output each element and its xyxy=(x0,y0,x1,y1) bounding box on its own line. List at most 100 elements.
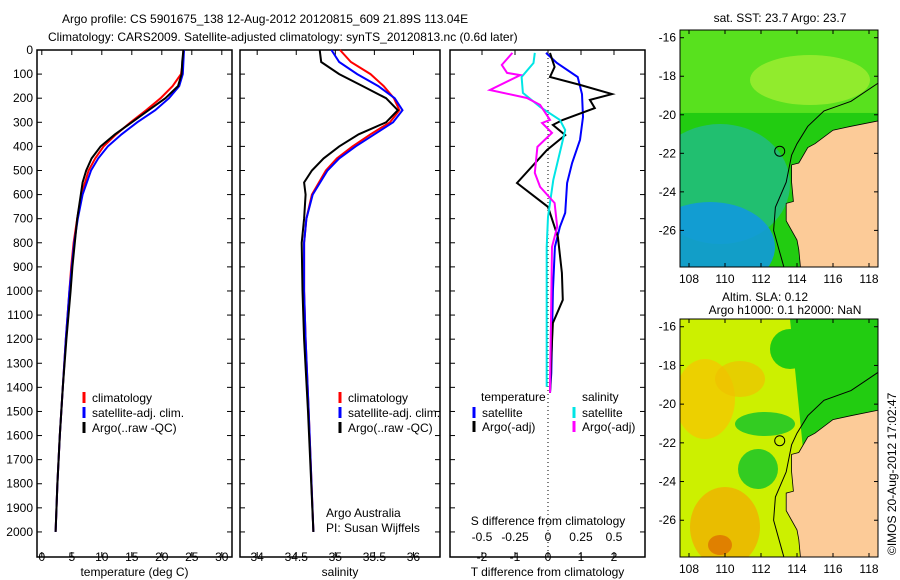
s-axis-label: S difference from climatology xyxy=(471,514,626,528)
y-tick-label: -22 xyxy=(659,146,677,160)
x-tick-label: 1 xyxy=(578,550,585,564)
sst-warm-patch xyxy=(750,55,870,105)
annotation-argo-australia: Argo Australia xyxy=(326,506,401,520)
title-line-1: Argo profile: CS 5901675_138 12-Aug-2012… xyxy=(62,12,468,26)
coastline xyxy=(785,120,878,267)
x-tick-label: 30 xyxy=(215,550,229,564)
y-tick-label: 600 xyxy=(13,188,33,202)
x-tick-label: 5 xyxy=(68,550,75,564)
y-tick-label: 1600 xyxy=(6,429,33,443)
x-axis-label: temperature (deg C) xyxy=(80,565,188,579)
legend-title-salinity: salinity xyxy=(582,390,619,404)
x-tick-label: 10 xyxy=(95,550,109,564)
s-tick-label: 0 xyxy=(545,530,552,544)
s-tick-label: -0.25 xyxy=(501,530,529,544)
x-tick-label: 108 xyxy=(679,562,699,576)
sst-map-title: sat. SST: 23.7 Argo: 23.7 xyxy=(714,11,847,25)
map-frame xyxy=(679,29,879,268)
x-tick-label: -2 xyxy=(477,550,488,564)
isobath-contour xyxy=(773,82,878,267)
map-field xyxy=(680,319,878,557)
series-line-s-argo-adj- xyxy=(486,52,559,393)
y-tick-label: -20 xyxy=(659,108,677,122)
y-tick-label: 400 xyxy=(13,139,33,153)
y-tick-label: 700 xyxy=(13,212,33,226)
x-axis-label: T difference from climatology xyxy=(471,565,625,579)
x-tick-label: 25 xyxy=(185,550,199,564)
y-tick-label: 800 xyxy=(13,236,33,250)
x-tick-label: 0 xyxy=(38,550,45,564)
y-tick-label: 1700 xyxy=(6,453,33,467)
legend-label: climatology xyxy=(348,391,408,405)
y-tick-label: 1800 xyxy=(6,477,33,491)
x-tick-label: 36 xyxy=(407,550,421,564)
x-tick-label: 15 xyxy=(125,550,139,564)
x-tick-label: 35 xyxy=(329,550,343,564)
legend-label: Argo(..raw -QC) xyxy=(348,421,433,435)
y-tick-label: 100 xyxy=(13,67,33,81)
land-australia xyxy=(786,120,878,267)
y-tick-label: -18 xyxy=(659,358,677,372)
y-tick-label: 1100 xyxy=(7,308,33,322)
sla-map-subtitle: Argo h1000: 0.1 h2000: NaN xyxy=(709,303,862,317)
y-tick-label: -16 xyxy=(659,31,677,45)
x-tick-label: -1 xyxy=(510,550,521,564)
argo-position-marker xyxy=(774,145,786,157)
plot-frame xyxy=(36,49,233,558)
series-line-t-satellite xyxy=(545,52,585,393)
series-line-argo-raw-qc- xyxy=(54,49,185,532)
x-tick-label: 2 xyxy=(611,550,618,564)
y-tick-label: -20 xyxy=(659,397,677,411)
legend-label: Argo(-adj) xyxy=(482,420,535,434)
sla-peak xyxy=(708,535,732,555)
x-axis-label: salinity xyxy=(322,565,359,579)
title-line-2: Climatology: CARS2009. Satellite-adjuste… xyxy=(48,30,518,44)
y-tick-label: 1400 xyxy=(6,380,33,394)
y-tick-label: -18 xyxy=(659,69,677,83)
x-tick-label: 116 xyxy=(823,562,842,576)
s-tick-label: 0.25 xyxy=(569,530,593,544)
legend-label: satellite-adj. clim. xyxy=(348,406,440,420)
y-tick-label: 1200 xyxy=(6,332,33,346)
sla_map-panel: 108 110 112 114 116 118 -16 -18 -20 -22 -24 -26 Alti… xyxy=(659,290,879,576)
map-field xyxy=(680,30,878,267)
legend-label: climatology xyxy=(92,391,152,405)
legend-title-temperature: temperature xyxy=(481,390,546,404)
series-line-t-argo-adj- xyxy=(515,52,616,393)
y-tick-label: 1300 xyxy=(6,356,33,370)
y-tick-label: 500 xyxy=(13,163,33,177)
legend-label: satellite xyxy=(482,406,523,420)
x-tick-label: 108 xyxy=(679,272,699,286)
sst-cold-area xyxy=(680,202,775,267)
y-tick-label: 1900 xyxy=(6,501,33,515)
sla-map-title: Altim. SLA: 0.12 xyxy=(722,290,808,304)
difference-panel: -2 -1 0 1 2T difference from climatology -0.5… xyxy=(449,49,646,579)
sla-low xyxy=(735,412,795,436)
sla-high xyxy=(690,487,760,557)
legend-label: satellite-adj. clim. xyxy=(92,406,184,420)
y-tick-label: -24 xyxy=(659,185,677,199)
imos-credit: ©IMOS 20-Aug-2012 17:02:47 xyxy=(885,392,899,555)
x-tick-label: 118 xyxy=(859,272,878,286)
plot-frame xyxy=(239,49,441,558)
y-tick-label: -26 xyxy=(659,513,677,527)
land-australia xyxy=(786,409,878,557)
x-tick-label: 110 xyxy=(715,562,734,576)
x-tick-label: 114 xyxy=(787,272,806,286)
s-tick-label: 0.5 xyxy=(606,530,623,544)
y-tick-label: 1500 xyxy=(6,404,33,418)
y-tick-label: 0 xyxy=(26,43,33,57)
y-tick-label: -26 xyxy=(659,223,677,237)
annotation-pi: PI: Susan Wijffels xyxy=(326,521,420,535)
sla-low xyxy=(738,449,778,489)
x-tick-label: 118 xyxy=(859,562,878,576)
x-tick-label: 110 xyxy=(715,272,734,286)
y-tick-label: 900 xyxy=(13,260,33,274)
x-tick-label: 34 xyxy=(251,550,265,564)
isobath-contour xyxy=(773,371,878,557)
x-tick-label: 114 xyxy=(787,562,806,576)
x-tick-label: 35.5 xyxy=(363,550,387,564)
y-tick-label: 1000 xyxy=(6,284,33,298)
salinity-panel: 34 34.5 35 35.5 36 salinity climatologysatelli… xyxy=(239,49,441,579)
